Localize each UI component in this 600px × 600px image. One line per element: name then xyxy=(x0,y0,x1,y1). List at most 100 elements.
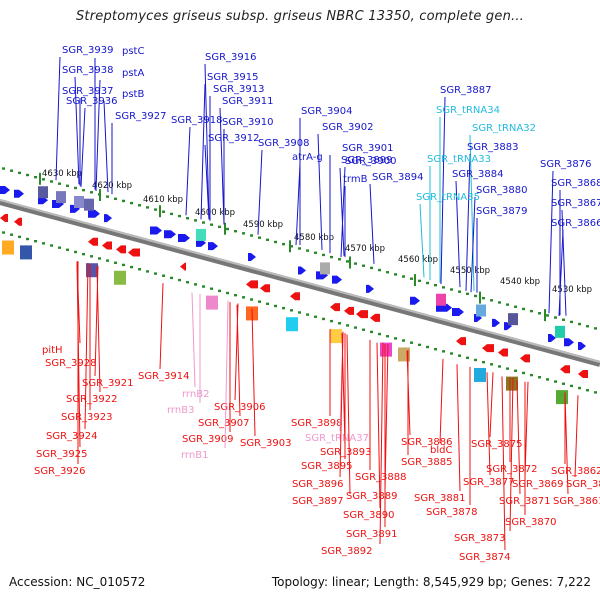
gene-label[interactable]: SGR_3907 xyxy=(198,418,250,429)
gene-label[interactable]: SGR_3921 xyxy=(82,378,134,389)
protein-domain-box[interactable] xyxy=(84,198,94,211)
gene-label[interactable]: SGR_3908 xyxy=(258,138,310,149)
gene-label[interactable]: SGR_3924 xyxy=(46,431,98,442)
gene-label[interactable]: SGR_3925 xyxy=(36,449,88,460)
protein-domain-box[interactable] xyxy=(555,325,565,338)
gene-label[interactable]: SGR_3909 xyxy=(182,434,234,445)
forward-gene-arrow[interactable] xyxy=(564,338,574,347)
gene-label[interactable]: SGR_3891 xyxy=(346,529,398,540)
gene-label[interactable]: SGR_3885 xyxy=(401,457,453,468)
forward-gene-arrow[interactable] xyxy=(208,242,218,251)
gene-label[interactable]: SGR_3893 xyxy=(320,447,372,458)
gene-label[interactable]: SGR_3922 xyxy=(66,394,118,405)
forward-gene-arrow[interactable] xyxy=(366,284,374,293)
gene-label[interactable]: rrnB2 xyxy=(182,389,209,400)
gene-label[interactable]: pstA xyxy=(122,68,144,79)
gene-label[interactable]: SGR_3927 xyxy=(115,111,167,122)
gene-label[interactable]: bldC xyxy=(430,445,452,456)
gene-label[interactable]: SGR_3928 xyxy=(45,358,97,369)
protein-domain-box[interactable] xyxy=(2,240,14,255)
reverse-gene-arrow[interactable] xyxy=(116,245,126,254)
gene-label[interactable]: SGR_tRNA37 xyxy=(305,433,369,444)
gene-label[interactable]: SGR_3913 xyxy=(213,84,265,95)
reverse-gene-arrow[interactable] xyxy=(520,354,530,363)
protein-domain-box[interactable] xyxy=(206,295,218,310)
forward-gene-arrow[interactable] xyxy=(332,275,342,284)
forward-gene-arrow[interactable] xyxy=(104,214,112,223)
forward-gene-arrow[interactable] xyxy=(548,333,556,342)
gene-label[interactable]: SGR_tRNA34 xyxy=(436,105,500,116)
reverse-gene-arrow[interactable] xyxy=(560,365,570,374)
gene-label[interactable]: SGR_3874 xyxy=(459,552,511,563)
protein-domain-box[interactable] xyxy=(114,270,126,285)
reverse-gene-arrow[interactable] xyxy=(246,280,258,289)
reverse-gene-arrow[interactable] xyxy=(330,303,340,312)
gene-label[interactable]: SGR_3886 xyxy=(401,437,453,448)
reverse-gene-arrow[interactable] xyxy=(344,306,354,315)
forward-gene-arrow[interactable] xyxy=(150,226,162,235)
gene-label[interactable]: SGR_3916 xyxy=(205,52,257,63)
gene-label[interactable]: SGR_3914 xyxy=(138,371,190,382)
gene-label[interactable]: SGR_3938 xyxy=(62,65,114,76)
gene-label[interactable]: SGR_3866 xyxy=(551,218,600,229)
reverse-gene-arrow[interactable] xyxy=(370,313,380,322)
gene-label[interactable]: atrA-g xyxy=(292,152,323,163)
forward-gene-arrow[interactable] xyxy=(88,209,100,218)
protein-domain-box[interactable] xyxy=(506,376,518,391)
protein-domain-box[interactable] xyxy=(330,329,342,344)
gene-label[interactable]: SGR_3868 xyxy=(551,178,600,189)
protein-domain-box[interactable] xyxy=(20,245,32,260)
gene-label[interactable]: SGR_3926 xyxy=(34,466,86,477)
gene-label[interactable]: SGR_3880 xyxy=(476,185,528,196)
gene-label[interactable]: SGR_3918 xyxy=(171,115,223,126)
forward-gene-arrow[interactable] xyxy=(492,318,500,327)
gene-label[interactable]: SGR_3936 xyxy=(66,96,118,107)
gene-label[interactable]: SGR_tRNA33 xyxy=(427,154,491,165)
protein-domain-box[interactable] xyxy=(196,228,206,241)
gene-label[interactable]: SGR_3872 xyxy=(486,464,538,475)
gene-label[interactable]: SGR_3897 xyxy=(292,496,344,507)
forward-gene-arrow[interactable] xyxy=(504,322,512,331)
gene-label[interactable]: SGR_3889 xyxy=(346,491,398,502)
gene-label[interactable]: SGR_3911 xyxy=(222,96,274,107)
gene-label[interactable]: SGR_3915 xyxy=(207,72,259,83)
protein-domain-box[interactable] xyxy=(56,191,66,204)
gene-label[interactable]: SGR_3869 xyxy=(512,479,564,490)
gene-label[interactable]: SGR_3877 xyxy=(463,477,515,488)
forward-gene-arrow[interactable] xyxy=(0,186,10,194)
protein-domain-box[interactable] xyxy=(74,195,84,208)
gene-label[interactable]: SGR_3900 xyxy=(345,156,397,167)
gene-label[interactable]: SGR_3892 xyxy=(321,546,373,557)
gene-label[interactable]: SGR_3878 xyxy=(426,507,478,518)
reverse-gene-arrow[interactable] xyxy=(128,248,140,257)
gene-label[interactable]: SGR_3870 xyxy=(505,517,557,528)
protein-domain-box[interactable] xyxy=(474,367,486,382)
gene-label[interactable]: SGR_3884 xyxy=(452,169,504,180)
gene-label[interactable]: rrnB1 xyxy=(181,450,208,461)
forward-gene-arrow[interactable] xyxy=(578,342,586,351)
reverse-gene-arrow[interactable] xyxy=(0,214,8,222)
gene-label[interactable]: SGR_3876 xyxy=(540,159,592,170)
gene-label[interactable]: SGR_3881 xyxy=(414,493,466,504)
gene-label[interactable]: SGR_3867 xyxy=(551,198,600,209)
reverse-gene-arrow[interactable] xyxy=(356,310,368,319)
gene-label[interactable]: pitH xyxy=(42,345,63,356)
gene-label[interactable]: trmB xyxy=(343,174,368,185)
forward-gene-arrow[interactable] xyxy=(452,308,464,317)
forward-gene-arrow[interactable] xyxy=(178,234,190,243)
gene-label[interactable]: SGR_tRNA35 xyxy=(416,192,480,203)
protein-domain-box[interactable] xyxy=(380,342,392,357)
gene-label[interactable]: SGR_3879 xyxy=(476,206,528,217)
forward-gene-arrow[interactable] xyxy=(164,230,176,239)
gene-label[interactable]: SGR_3923 xyxy=(61,412,113,423)
gene-label[interactable]: SGR_tRNA32 xyxy=(472,123,536,134)
gene-label[interactable]: SGR_3890 xyxy=(343,510,395,521)
gene-label[interactable]: SGR_3887 xyxy=(440,85,492,96)
forward-gene-arrow[interactable] xyxy=(298,266,306,275)
gene-label[interactable]: SGR_3896 xyxy=(292,479,344,490)
gene-label[interactable]: SGR_3902 xyxy=(322,122,374,133)
gene-label[interactable]: SGR_3861 xyxy=(553,496,600,507)
forward-gene-arrow[interactable] xyxy=(410,296,420,305)
reverse-gene-arrow[interactable] xyxy=(456,337,466,346)
gene-label[interactable]: pstC xyxy=(122,46,144,57)
